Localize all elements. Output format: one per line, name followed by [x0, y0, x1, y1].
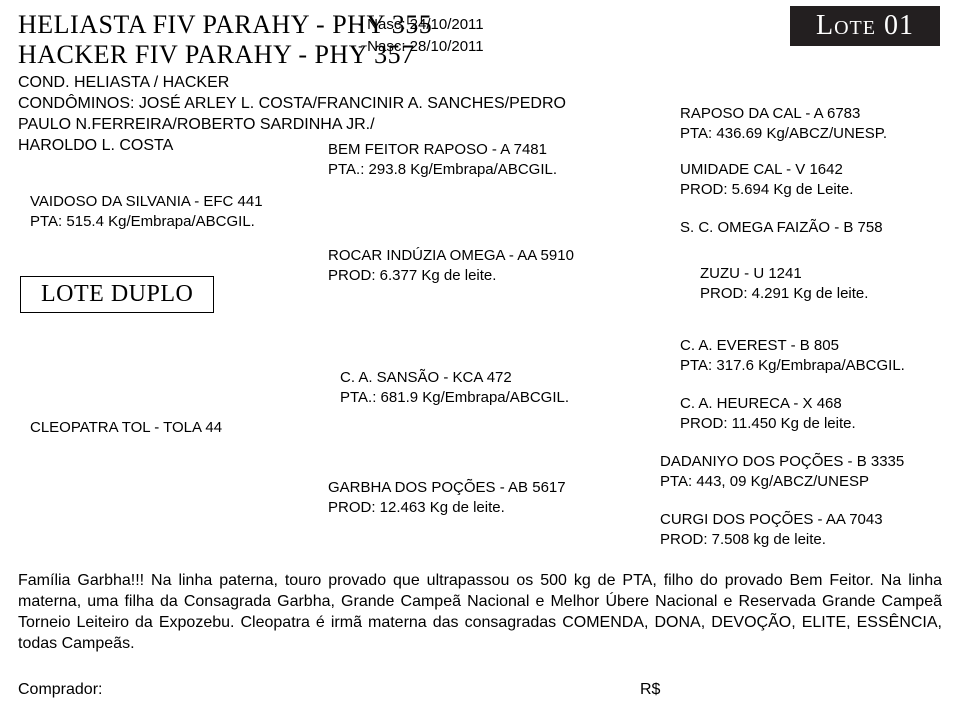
family-description: Família Garbha!!! Na linha paterna, tour… — [18, 570, 942, 654]
dsd: C. A. HEURECA - X 468 PROD: 11.450 Kg de… — [680, 394, 856, 434]
lote-num: 01 — [876, 10, 914, 41]
sire: VAIDOSO DA SILVANIA - EFC 441 PTA: 515.4… — [30, 192, 263, 232]
ds-name: C. A. SANSÃO - KCA 472 — [340, 368, 569, 388]
lote-ote: OTE — [834, 17, 876, 39]
sire-pta: PTA: 515.4 Kg/Embrapa/ABCGIL. — [30, 212, 263, 232]
dam-dam: GARBHA DOS POÇÕES - AB 5617 PROD: 12.463… — [328, 478, 566, 518]
dss-pta: PTA: 317.6 Kg/Embrapa/ABCGIL. — [680, 356, 905, 376]
ds-pta: PTA.: 681.9 Kg/Embrapa/ABCGIL. — [340, 388, 569, 408]
nasc-2: - Nasc: 28/10/2011 — [358, 36, 484, 58]
ddd-name: CURGI DOS POÇÕES - AA 7043 — [660, 510, 883, 530]
lote-duplo-box: LOTE DUPLO — [20, 276, 214, 313]
dam-name: CLEOPATRA TOL - TOLA 44 — [30, 418, 222, 438]
dss: C. A. EVEREST - B 805 PTA: 317.6 Kg/Embr… — [680, 336, 905, 376]
sd-name: ROCAR INDÚZIA OMEGA - AA 5910 — [328, 246, 574, 266]
cond-line: COND. HELIASTA / HACKER — [18, 74, 942, 92]
comprador-label: Comprador: — [18, 681, 102, 699]
sds: S. C. OMEGA FAIZÃO - B 758 — [680, 218, 883, 238]
sire-name: VAIDOSO DA SILVANIA - EFC 441 — [30, 192, 263, 212]
ssd-prod: PROD: 5.694 Kg de Leite. — [680, 180, 853, 200]
dam: CLEOPATRA TOL - TOLA 44 — [30, 418, 222, 438]
sdd-name: ZUZU - U 1241 — [700, 264, 868, 284]
dam-sire: C. A. SANSÃO - KCA 472 PTA.: 681.9 Kg/Em… — [340, 368, 569, 408]
price-label: R$ — [640, 681, 660, 699]
lote-l: L — [816, 10, 834, 41]
ss-pta: PTA.: 293.8 Kg/Embrapa/ABCGIL. — [328, 160, 557, 180]
dss-name: C. A. EVEREST - B 805 — [680, 336, 905, 356]
sds-name: S. C. OMEGA FAIZÃO - B 758 — [680, 218, 883, 238]
ddd: CURGI DOS POÇÕES - AA 7043 PROD: 7.508 k… — [660, 510, 883, 550]
birth-dates: - Nasc: 24/10/2011 - Nasc: 28/10/2011 — [358, 14, 484, 58]
dds-pta: PTA: 443, 09 Kg/ABCZ/UNESP — [660, 472, 904, 492]
ssd-name: UMIDADE CAL - V 1642 — [680, 160, 853, 180]
sire-dam: ROCAR INDÚZIA OMEGA - AA 5910 PROD: 6.37… — [328, 246, 574, 286]
sd-prod: PROD: 6.377 Kg de leite. — [328, 266, 574, 286]
sire-sire: BEM FEITOR RAPOSO - A 7481 PTA.: 293.8 K… — [328, 140, 557, 180]
ddd-prod: PROD: 7.508 kg de leite. — [660, 530, 883, 550]
sss-pta: PTA: 436.69 Kg/ABCZ/UNESP. — [680, 124, 887, 144]
sss: RAPOSO DA CAL - A 6783 PTA: 436.69 Kg/AB… — [680, 104, 887, 144]
sss-name: RAPOSO DA CAL - A 6783 — [680, 104, 887, 124]
lote-badge: LOTE 01 — [790, 6, 940, 46]
ssd: UMIDADE CAL - V 1642 PROD: 5.694 Kg de L… — [680, 160, 853, 200]
dds: DADANIYO DOS POÇÕES - B 3335 PTA: 443, 0… — [660, 452, 904, 492]
dd-prod: PROD: 12.463 Kg de leite. — [328, 498, 566, 518]
sdd: ZUZU - U 1241 PROD: 4.291 Kg de leite. — [700, 264, 868, 304]
dsd-prod: PROD: 11.450 Kg de leite. — [680, 414, 856, 434]
ss-name: BEM FEITOR RAPOSO - A 7481 — [328, 140, 557, 160]
dsd-name: C. A. HEURECA - X 468 — [680, 394, 856, 414]
dds-name: DADANIYO DOS POÇÕES - B 3335 — [660, 452, 904, 472]
nasc-1: - Nasc: 24/10/2011 — [358, 14, 484, 36]
dd-name: GARBHA DOS POÇÕES - AB 5617 — [328, 478, 566, 498]
sdd-prod: PROD: 4.291 Kg de leite. — [700, 284, 868, 304]
